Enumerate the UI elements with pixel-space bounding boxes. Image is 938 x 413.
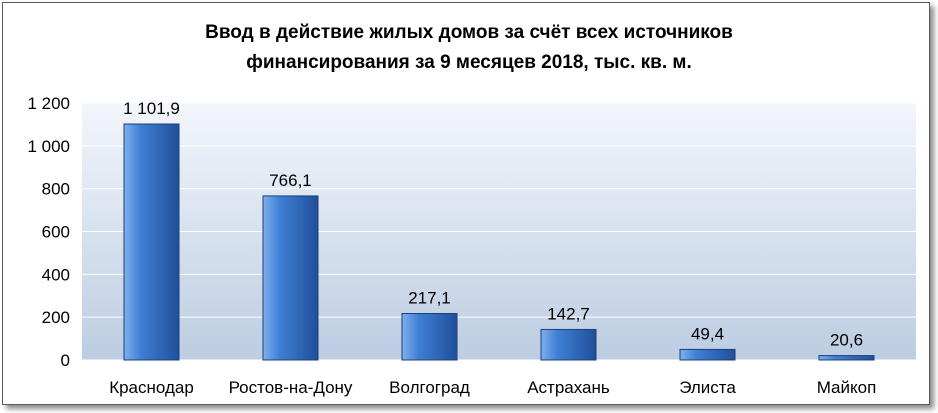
bar [401, 313, 458, 361]
y-tick-label: 0 [61, 351, 70, 370]
bar [818, 355, 875, 361]
bar [679, 348, 736, 361]
chart-title: Ввод в действие жилых домов за счёт всех… [0, 18, 938, 78]
bar [123, 123, 180, 361]
y-tick-label: 200 [42, 308, 70, 327]
category-label: Ростов-на-Дону [229, 378, 353, 397]
y-tick-label: 1 000 [27, 137, 70, 156]
data-label: 20,6 [830, 331, 863, 350]
category-label: Волгоград [389, 378, 470, 397]
data-label: 1 101,9 [123, 99, 180, 118]
y-tick-label: 600 [42, 223, 70, 242]
chart-title-line-2: финансирования за 9 месяцев 2018, тыс. к… [246, 52, 692, 73]
bar [540, 328, 597, 361]
x-axis: Краснодар Ростов-на-Дону Волгоград Астрахан… [109, 378, 876, 397]
y-tick-label: 400 [42, 265, 70, 284]
bars [123, 123, 875, 361]
data-label: 142,7 [547, 304, 590, 323]
category-label: Краснодар [109, 378, 194, 397]
category-label: Элиста [679, 378, 736, 397]
category-label: Майкоп [817, 378, 877, 397]
chart-title-line-1: Ввод в действие жилых домов за счёт всех… [205, 22, 733, 43]
category-label: Астрахань [527, 378, 610, 397]
gridlines [82, 102, 916, 361]
data-label: 766,1 [269, 171, 312, 190]
y-axis: 0 200 400 600 800 1 000 1 200 [27, 94, 70, 370]
data-label: 217,1 [408, 289, 451, 308]
data-label: 49,4 [691, 324, 724, 343]
data-labels: 1 101,9 766,1 217,1 142,7 49,4 20,6 [123, 99, 863, 350]
y-tick-label: 1 200 [27, 94, 70, 113]
bar [262, 195, 319, 361]
y-tick-label: 800 [42, 180, 70, 199]
